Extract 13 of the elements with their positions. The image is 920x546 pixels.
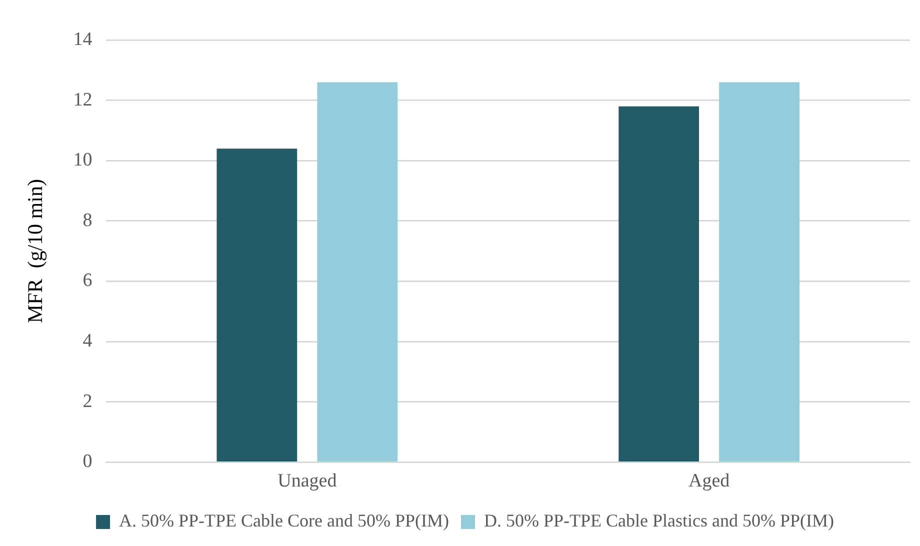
y-tick-label: 2 (82, 390, 92, 412)
legend-label: D. 50% PP-TPE Cable Plastics and 50% PP(IM) (484, 510, 834, 531)
y-tick-label: 12 (73, 89, 92, 110)
y-tick-label: 6 (82, 270, 92, 292)
y-tick-label: 4 (82, 330, 93, 352)
y-tick-label: 10 (73, 150, 92, 171)
x-tick-label: Aged (688, 470, 730, 492)
y-axis-title: MFR (g/10 min) (23, 179, 48, 324)
y-tick-label: 0 (82, 451, 92, 472)
y-tick-label: 8 (82, 210, 92, 231)
y-tick-label: 14 (73, 28, 93, 50)
x-tick-label: Unaged (278, 470, 338, 492)
legend-label: A. 50% PP-TPE Cable Core and 50% PP(IM) (119, 510, 449, 531)
